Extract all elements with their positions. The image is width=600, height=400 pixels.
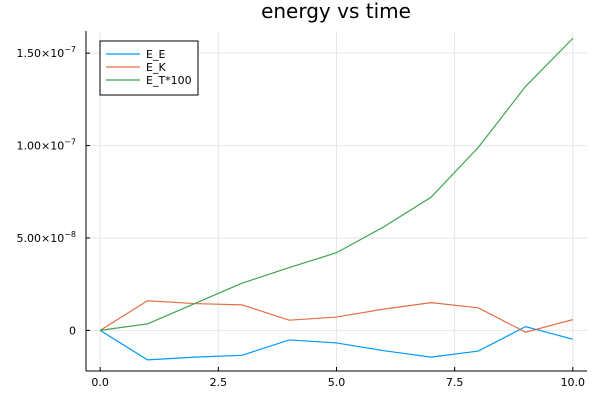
chart-title: energy vs time (261, 0, 411, 23)
y-tick-label-3: 1.50×10−7 (16, 45, 76, 60)
y-tick-exponent-2: −7 (64, 138, 76, 147)
legend-box (99, 40, 199, 96)
series-layer (99, 37, 574, 361)
series-line-e-t-100 (100, 37, 574, 331)
x-tick-label-4: 10.0 (561, 376, 586, 389)
x-tick-label-1: 2.5 (210, 376, 228, 389)
y-tick-exponent-1: −8 (64, 230, 76, 239)
series-line-e-k (99, 300, 573, 333)
y-tick-mantissa-2: 1.00×10 (16, 140, 64, 153)
y-tick-label-1: 5.00×10−8 (16, 230, 76, 245)
x-tick-label-3: 7.5 (446, 376, 464, 389)
x-tick-label-2: 5.0 (328, 376, 346, 389)
y-tick-mantissa-3: 1.50×10 (16, 47, 64, 60)
x-tick-label-0: 0.0 (91, 376, 109, 389)
y-tick-exponent-3: −7 (64, 45, 76, 54)
y-tick-label-0: 0 (69, 324, 76, 337)
y-axis-ticks: 05.00×10−81.00×10−71.50×10−7 (16, 45, 90, 337)
x-axis-ticks: 0.0 2.5 5.0 7.5 10.0 (91, 367, 585, 389)
legend: E_EE_KE_T*100 (99, 40, 199, 96)
y-tick-mantissa-0: 0 (69, 324, 76, 337)
grid (86, 31, 587, 371)
series-line-e-e (99, 326, 573, 361)
y-tick-label-2: 1.00×10−7 (16, 138, 76, 153)
legend-label-1: E_K (146, 61, 166, 74)
legend-label-2: E_T*100 (146, 74, 192, 87)
y-tick-mantissa-1: 5.00×10 (16, 232, 64, 245)
legend-label-0: E_E (146, 48, 165, 61)
